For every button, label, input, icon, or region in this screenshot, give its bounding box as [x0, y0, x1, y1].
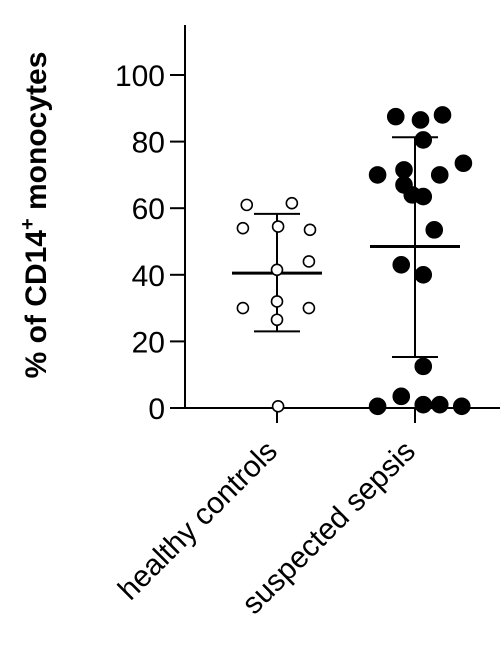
data-point	[414, 395, 433, 414]
data-point	[240, 198, 254, 212]
data-point	[270, 295, 284, 308]
data-point	[411, 111, 430, 129]
data-point	[270, 313, 284, 327]
data-point	[452, 397, 471, 416]
data-point	[430, 395, 449, 414]
data-point	[454, 154, 473, 173]
y-axis-title: % of CD14+ monocytes	[17, 52, 53, 379]
data-point	[414, 357, 433, 376]
data-point	[368, 166, 387, 184]
data-point	[392, 387, 411, 406]
data-point	[270, 263, 284, 277]
y-tick-label: 100	[115, 60, 165, 93]
data-point	[303, 223, 317, 237]
data-point	[414, 265, 433, 284]
data-points	[236, 106, 473, 416]
data-point	[403, 186, 422, 204]
data-point	[430, 166, 449, 184]
y-tick-label: 80	[132, 127, 165, 160]
error-bars	[232, 136, 460, 359]
data-point	[302, 301, 316, 315]
y-axis: 0 20 40 60 80 100	[115, 25, 186, 426]
data-point	[285, 196, 299, 210]
data-point	[236, 301, 250, 315]
y-tick-label: 20	[132, 326, 165, 359]
data-point	[368, 397, 387, 416]
data-point	[271, 220, 285, 233]
y-tick-label: 40	[132, 260, 165, 293]
y-tick-label: 60	[132, 193, 165, 226]
y-tick-label: 0	[148, 393, 165, 426]
data-point	[392, 256, 411, 274]
data-point	[386, 107, 405, 126]
data-point	[236, 221, 250, 235]
data-point	[414, 131, 433, 149]
data-point	[395, 161, 413, 179]
data-point	[425, 221, 444, 239]
data-point	[433, 106, 452, 124]
data-point	[271, 400, 285, 413]
data-point	[302, 255, 316, 268]
